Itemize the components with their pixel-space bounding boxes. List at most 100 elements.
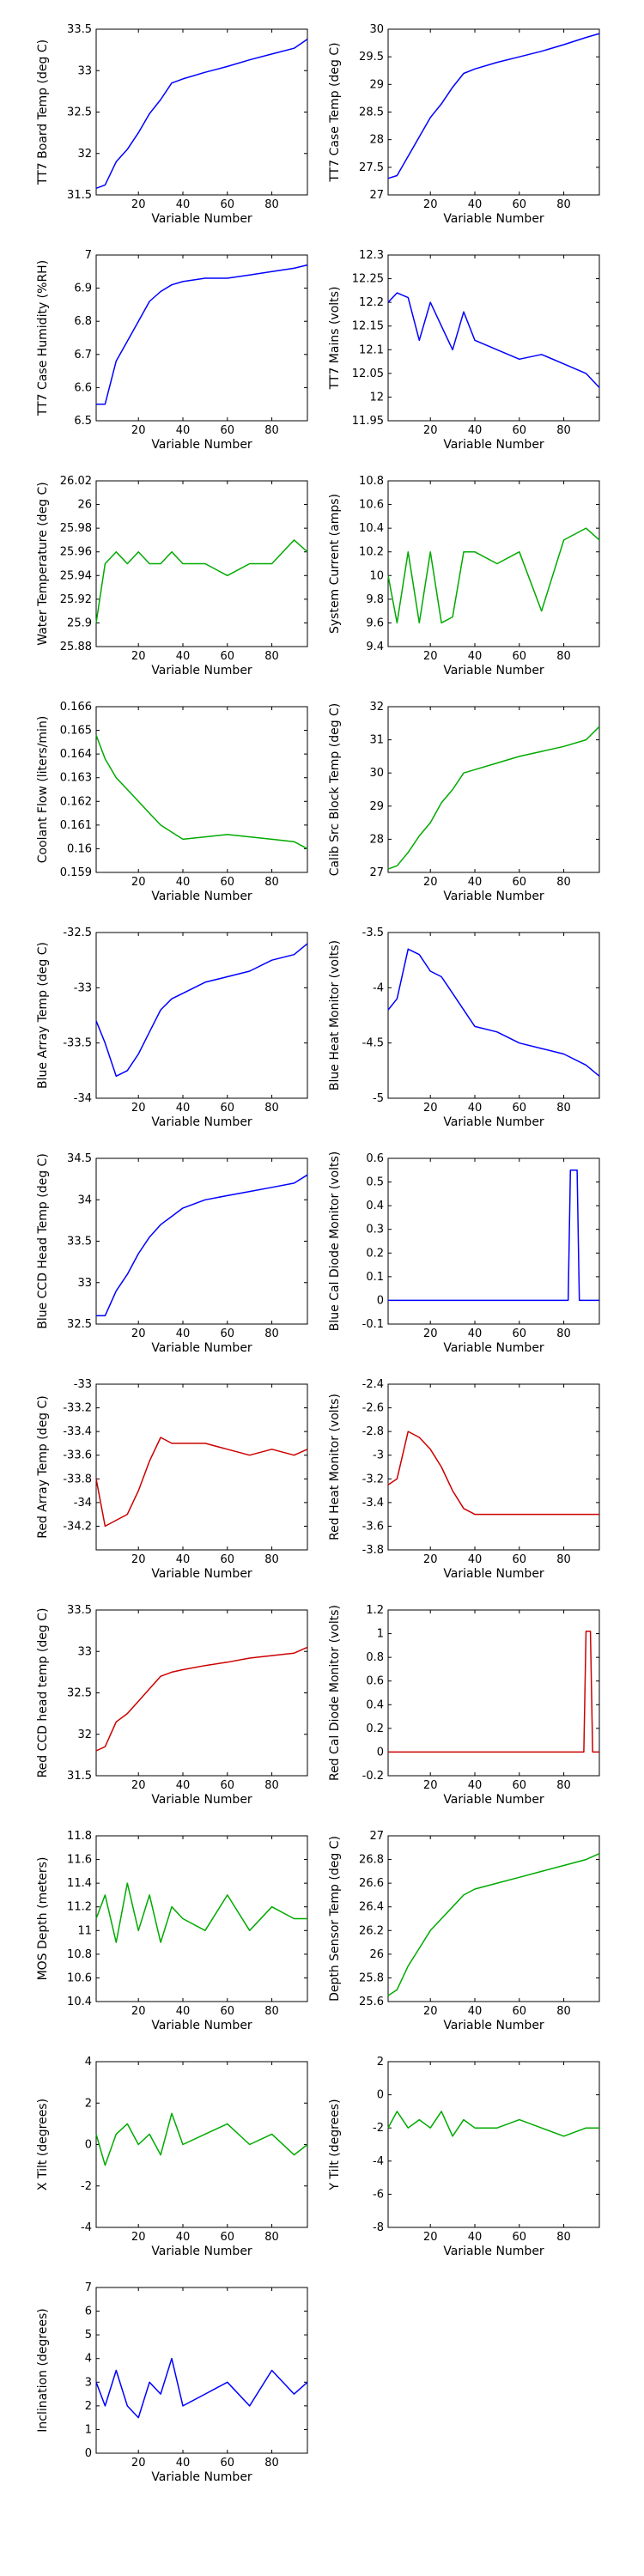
series-line-1	[96, 264, 308, 405]
x-axis-label: Variable Number	[443, 664, 544, 677]
y-tick-label: 6.9	[74, 283, 92, 295]
y-tick-label: 25.9	[67, 617, 92, 629]
x-tick-label: 80	[264, 2457, 279, 2470]
y-tick-label: 30	[369, 767, 384, 780]
y-tick-label: 0.164	[60, 748, 92, 761]
x-tick-label: 80	[264, 2005, 279, 2018]
y-axis-label: Red CCD head temp (deg C)	[36, 1608, 50, 1778]
x-tick-label: 60	[221, 1553, 235, 1566]
x-tick-label: 60	[221, 198, 235, 211]
chart-panel-19: 20 40 60 80 -4 -2 0 2 4 Variable Number X Tilt (de…	[36, 2056, 308, 2258]
plot-frame	[95, 706, 308, 873]
x-axis-label: Variable Number	[151, 1341, 252, 1355]
y-tick-label: 7	[85, 2281, 92, 2294]
y-tick-label: 33.5	[67, 1604, 92, 1617]
y-tick-label: 32.5	[67, 106, 92, 119]
y-tick-label: -0.2	[362, 1770, 384, 1783]
chart-panel-9: 20 40 60 80 -34 -33.5 -33 -32.5 Variable Number B…	[36, 927, 308, 1129]
y-tick-label: 11.4	[67, 1877, 92, 1890]
series-line-1	[387, 2111, 599, 2137]
y-tick-label: 26	[369, 1948, 384, 1961]
series-line-1	[95, 1437, 308, 1528]
x-axis-label: Variable Number	[443, 1793, 544, 1807]
chart-panel-10: 20 40 60 80 -5 -4.5 -4 -3.5 Variable Number Blue …	[328, 927, 600, 1129]
x-tick-label: 40	[468, 1553, 483, 1566]
y-tick-label: -4	[373, 981, 384, 994]
chart-panel-7: 20 40 60 80 0.159 0.16 0.161 0.162 0.163 0.164 0.1…	[36, 701, 308, 903]
x-tick-label: 40	[176, 1102, 191, 1115]
x-axis-label: Variable Number	[443, 2245, 544, 2258]
chart-panel-21: 20 40 60 80 0 1 2 3 4 5 6 7 Variable Number Inclinati…	[36, 2281, 308, 2484]
x-tick-label: 60	[513, 1779, 527, 1792]
chart-panel-8: 20 40 60 80 27 28 29 30 31 32 Variable Number Calib…	[328, 701, 600, 903]
chart-panel-17: 20 40 60 80 10.4 10.6 10.8 11 11.2 11.4 11.6 11.8 Va…	[36, 1830, 308, 2032]
y-axis-label: System Current (amps)	[328, 494, 342, 634]
y-tick-label: 3	[85, 2376, 92, 2389]
y-tick-label: 10.8	[67, 1948, 92, 1961]
series-line-1	[95, 2112, 308, 2166]
series-line-1	[95, 1882, 307, 1943]
y-tick-label: 0.3	[366, 1224, 384, 1236]
y-tick-label: 0.4	[366, 1200, 384, 1212]
plot-frame	[95, 1609, 308, 1777]
y-tick-label: 26.6	[359, 1877, 384, 1890]
y-tick-label: 27	[369, 189, 384, 202]
x-tick-label: 40	[176, 1327, 191, 1340]
x-tick-label: 80	[556, 1553, 571, 1566]
x-tick-label: 60	[513, 876, 527, 889]
chart-panel-14: 20 40 60 80 -3.8 -3.6 -3.4 -3.2 -3 -2.8 -2.6 -2.4 Va…	[328, 1378, 600, 1581]
y-tick-label: 9.6	[366, 617, 384, 629]
y-tick-label: 0	[377, 1746, 384, 1759]
x-tick-label: 40	[468, 2231, 483, 2244]
y-tick-label: 31.5	[67, 1770, 92, 1783]
series-line-1	[387, 726, 600, 870]
series-line-1	[387, 948, 600, 1077]
y-tick-label: -34.2	[63, 1520, 92, 1533]
y-tick-label: 25.6	[359, 1996, 384, 2008]
y-tick-label: 0	[377, 2089, 384, 2102]
y-tick-label: 12	[369, 391, 384, 404]
x-axis-label: Variable Number	[151, 2245, 252, 2258]
x-tick-label: 80	[264, 650, 279, 663]
y-tick-label: 30	[369, 23, 384, 36]
y-tick-label: 9.8	[366, 593, 384, 606]
chart-panel-3: 20 40 60 80 6.5 6.6 6.7 6.8 6.9 7 Variable Number T…	[36, 249, 308, 452]
y-tick-label: 10.6	[359, 499, 384, 512]
chart-panel-12: 20 40 60 80 -0.1 0 0.1 0.2 0.3 0.4 0.5 0.6 Variable …	[328, 1151, 600, 1355]
y-tick-label: 6	[85, 2306, 92, 2318]
x-tick-label: 60	[513, 2005, 527, 2018]
series-line-1	[95, 2357, 308, 2419]
y-tick-label: 6.8	[74, 315, 92, 328]
x-axis-label: Variable Number	[151, 2470, 252, 2484]
x-tick-label: 80	[264, 1327, 279, 1340]
x-tick-label: 40	[176, 876, 191, 889]
series-line-1	[96, 1174, 308, 1317]
y-tick-label: -3.4	[362, 1497, 384, 1510]
y-tick-label: 0.5	[366, 1176, 384, 1189]
y-tick-label: 26.2	[359, 1924, 384, 1937]
x-tick-label: 40	[468, 1102, 483, 1115]
y-axis-label: Inclination (degrees)	[36, 2308, 50, 2432]
y-axis-label: Blue CCD Head Temp (deg C)	[36, 1153, 50, 1329]
x-tick-label: 40	[468, 1327, 483, 1340]
series-line-1	[387, 33, 600, 179]
chart-panel-11: 20 40 60 80 32.5 33 33.5 34 34.5 Variable Number B…	[36, 1152, 308, 1355]
y-tick-label: -33.5	[63, 1037, 92, 1050]
x-axis-label: Variable Number	[443, 2019, 544, 2032]
y-tick-label: 0.161	[60, 819, 92, 832]
y-tick-label: -0.1	[362, 1318, 384, 1331]
y-tick-label: 10.4	[67, 1996, 92, 2008]
y-tick-label: 32	[77, 1728, 92, 1741]
y-tick-label: 0	[85, 2139, 92, 2152]
x-axis-label: Variable Number	[151, 212, 252, 226]
y-axis-label: MOS Depth (meters)	[36, 1857, 50, 1981]
y-tick-label: 12.15	[352, 320, 384, 333]
y-tick-label: 25.96	[60, 546, 92, 559]
x-tick-label: 80	[264, 1102, 279, 1115]
y-tick-label: -33	[74, 981, 92, 994]
chart-panel-2: 20 40 60 80 27 27.5 28 28.5 29 29.5 30 Variable Num…	[328, 23, 600, 226]
y-tick-label: -34	[74, 1497, 92, 1510]
plot-frame	[387, 1835, 600, 2002]
x-axis-label: Variable Number	[151, 438, 252, 452]
plot-frame	[95, 2061, 308, 2228]
